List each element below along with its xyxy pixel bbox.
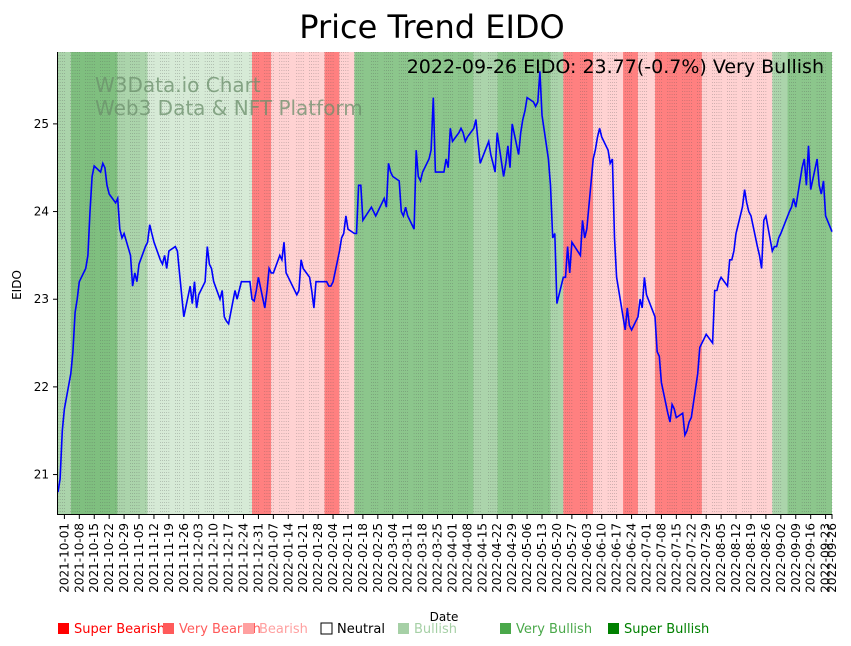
x-tick-label-2022-05-27: 2022-05-27 <box>565 523 579 593</box>
x-tick-label-2022-02-04: 2022-02-04 <box>326 523 340 593</box>
vertical-gridlines <box>57 52 833 514</box>
annotation-text: 2022-09-26 EIDO: 23.77(-0.7%) Very Bulli… <box>407 56 824 78</box>
x-tick-label-2022-06-24: 2022-06-24 <box>625 523 639 593</box>
y-axis-label: EIDO <box>10 270 24 300</box>
legend-swatch-0 <box>58 623 69 634</box>
x-tick-label-2022-01-21: 2022-01-21 <box>296 523 310 593</box>
legend-swatch-5 <box>500 623 511 634</box>
x-tick-label-2022-08-12: 2022-08-12 <box>729 523 743 593</box>
x-tick-label-2021-10-15: 2021-10-15 <box>87 523 101 593</box>
x-tick-label-2022-06-17: 2022-06-17 <box>610 523 624 593</box>
x-tick-label-2021-11-19: 2021-11-19 <box>162 523 176 593</box>
x-tick-label-2022-02-18: 2022-02-18 <box>356 523 370 593</box>
x-tick-label-2021-12-03: 2021-12-03 <box>192 523 206 593</box>
y-axis-ticks: 21 22 23 24 25 <box>34 117 58 482</box>
band-16 <box>655 52 702 514</box>
band-4 <box>252 52 272 514</box>
x-tick-label-2022-07-08: 2022-07-08 <box>654 523 668 593</box>
series-line-eido <box>57 71 833 493</box>
band-7 <box>339 52 355 514</box>
x-tick-label-2022-03-11: 2022-03-11 <box>401 523 415 593</box>
band-18 <box>772 52 788 514</box>
x-tick-label-2022-07-15: 2022-07-15 <box>669 523 683 593</box>
x-tick-label-2022-01-28: 2022-01-28 <box>311 523 325 593</box>
legend-swatch-2 <box>243 623 254 634</box>
x-tick-label-2021-10-29: 2021-10-29 <box>117 523 131 593</box>
x-tick-label-2022-08-19: 2022-08-19 <box>744 523 758 593</box>
legend-swatch-3 <box>320 622 333 635</box>
x-tick-label-2022-05-06: 2022-05-06 <box>520 523 534 593</box>
legend-label-6: Super Bullish <box>624 622 709 637</box>
x-tick-label-2022-05-13: 2022-05-13 <box>535 523 549 593</box>
x-tick-label-2022-04-29: 2022-04-29 <box>505 523 519 593</box>
x-tick-label-2022-03-18: 2022-03-18 <box>416 523 430 593</box>
band-10 <box>497 52 551 514</box>
x-tick-label-2021-11-26: 2021-11-26 <box>177 523 191 593</box>
legend-label-2: Bearish <box>259 622 308 637</box>
band-14 <box>623 52 638 514</box>
band-17 <box>701 52 773 514</box>
x-tick-label-2022-02-11: 2022-02-11 <box>341 523 355 593</box>
x-tick-label-2022-07-29: 2022-07-29 <box>699 523 713 593</box>
x-tick-label-2022-02-25: 2022-02-25 <box>371 523 385 593</box>
y-tick-label-22: 22 <box>34 380 49 394</box>
legend-label-1: Very Bearish <box>179 622 261 637</box>
x-tick-label-2022-06-10: 2022-06-10 <box>595 523 609 593</box>
legend-label-4: Bullish <box>414 622 457 637</box>
legend-label-3: Neutral <box>337 622 385 637</box>
x-axis-label: Date <box>430 610 459 624</box>
x-tick-label-2021-12-10: 2021-12-10 <box>207 523 221 593</box>
x-tick-label-2022-09-09: 2022-09-09 <box>789 523 803 593</box>
axes <box>57 52 832 515</box>
x-tick-label-2022-08-26: 2022-08-26 <box>759 523 773 593</box>
x-tick-label-2022-04-08: 2022-04-08 <box>460 523 474 593</box>
x-tick-label-2022-09-02: 2022-09-02 <box>774 523 788 593</box>
x-tick-label-2022-07-22: 2022-07-22 <box>684 523 698 593</box>
x-tick-label-2022-03-25: 2022-03-25 <box>431 523 445 593</box>
x-tick-label-2021-10-01: 2021-10-01 <box>57 523 71 593</box>
chart-title: Price Trend EIDO <box>299 8 564 46</box>
legend-label-5: Very Bullish <box>516 622 592 637</box>
x-tick-label-2022-07-01: 2022-07-01 <box>639 523 653 593</box>
x-tick-label-2022-04-22: 2022-04-22 <box>490 523 504 593</box>
legend-label-0: Super Bearish <box>74 622 165 637</box>
x-tick-label-2022-04-15: 2022-04-15 <box>475 523 489 593</box>
x-tick-label-2021-11-05: 2021-11-05 <box>132 523 146 593</box>
x-tick-label-2021-11-12: 2021-11-12 <box>147 523 161 593</box>
band-12 <box>563 52 594 514</box>
x-axis-ticks: 2021-10-01 2021-10-08 2021-10-15 2021-10-22… <box>57 514 839 593</box>
x-tick-label-2022-09-26: 2022-09-26 <box>825 523 839 593</box>
band-3 <box>147 52 253 514</box>
watermark-line-0: W3Data.io Chart <box>95 73 261 97</box>
x-tick-label-2021-10-22: 2021-10-22 <box>102 523 116 593</box>
x-tick-label-2022-03-04: 2022-03-04 <box>386 523 400 593</box>
x-tick-label-2022-04-01: 2022-04-01 <box>445 523 459 593</box>
x-tick-label-2022-05-20: 2022-05-20 <box>550 523 564 593</box>
x-tick-label-2022-09-16: 2022-09-16 <box>804 523 818 593</box>
y-tick-label-24: 24 <box>34 205 49 219</box>
x-tick-label-2022-06-03: 2022-06-03 <box>580 523 594 593</box>
y-tick-label-23: 23 <box>34 292 49 306</box>
x-tick-label-2022-01-07: 2022-01-07 <box>266 523 280 593</box>
x-tick-label-2022-01-14: 2022-01-14 <box>281 523 295 593</box>
x-tick-label-2021-12-31: 2021-12-31 <box>251 523 265 593</box>
x-tick-label-2021-10-08: 2021-10-08 <box>72 523 86 593</box>
legend-swatch-6 <box>608 623 619 634</box>
legend-swatch-4 <box>398 623 409 634</box>
band-19 <box>787 52 832 514</box>
watermark-line-1: Web3 Data & NFT Platform <box>95 96 363 120</box>
y-tick-label-21: 21 <box>34 468 49 482</box>
x-tick-label-2021-12-17: 2021-12-17 <box>222 523 236 593</box>
x-tick-label-2022-08-05: 2022-08-05 <box>714 523 728 593</box>
x-tick-label-2021-12-24: 2021-12-24 <box>237 523 251 593</box>
legend-swatch-1 <box>163 623 174 634</box>
y-tick-label-25: 25 <box>34 117 49 131</box>
sentiment-bands <box>58 52 832 514</box>
band-9 <box>473 52 498 514</box>
x-tick-label-2022-09-23: 2022-09-23 <box>819 523 833 593</box>
